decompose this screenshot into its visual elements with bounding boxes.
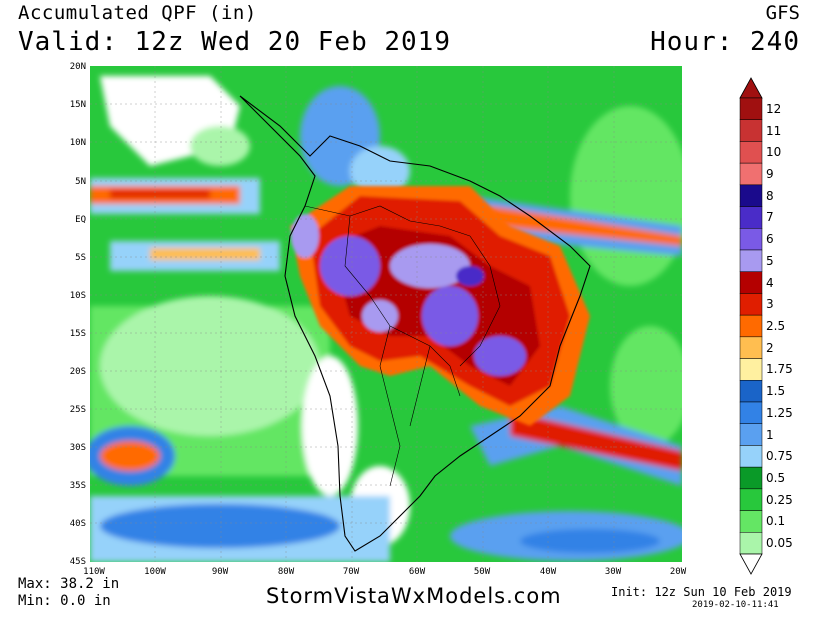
colorbar-level-label: 7 [766,210,774,225]
colorbar-level-label: 0.05 [766,536,793,551]
colorbar-swatch [739,401,763,424]
colorbar-swatch [739,336,763,359]
lon-label-20w: 20W [669,567,687,577]
graticule [90,66,682,562]
colorbar-swatch [739,97,763,120]
colorbar-swatch [739,466,763,490]
colorbar-level-label: 4 [766,275,774,290]
colorbar-level-label: 1.5 [766,384,786,399]
lat-label-15n: 15N [69,100,86,110]
colorbar-arrow-bottom [739,553,763,575]
colorbar-swatch [739,184,763,207]
colorbar-swatch [739,293,763,316]
valid-time: Valid: 12z Wed 20 Feb 2019 [18,27,451,57]
colorbar-swatch [739,314,763,338]
colorbar-level-label: 8 [766,188,774,203]
lat-label-20n: 20N [69,62,86,72]
lat-label-eq: EQ [75,215,86,225]
lon-label-40w: 40W [539,567,557,577]
colorbar-level-label: 10 [766,145,782,160]
colorbar-level-label: 12 [766,101,782,116]
lon-label-100w: 100W [144,567,166,577]
heavy-precip-core [290,186,590,426]
colorbar-arrow-top [739,77,763,99]
lon-label-30w: 30W [604,567,622,577]
colorbar-level-label: 0.25 [766,492,793,507]
colorbar-swatch [739,510,763,533]
colorbar-level-label: 0.75 [766,449,793,464]
colorbar-level-label: 1.75 [766,362,793,377]
product-title: Accumulated QPF (in) [18,2,257,24]
lon-label-90w: 90W [211,567,229,577]
brand-watermark: StormVistaWxModels.com [266,584,562,608]
lat-label-15s: 15S [69,329,86,339]
colorbar-swatch [739,119,763,142]
lat-label-5s: 5S [75,253,86,263]
map-canvas [85,66,690,562]
lon-label-60w: 60W [408,567,426,577]
colorbar-level-label: 1.25 [766,405,793,420]
colorbar-swatch [739,228,763,251]
colorbar-level-label: 6 [766,232,774,247]
model-name: GFS [765,2,800,24]
colorbar-swatch [739,141,763,164]
lat-label-25s: 25S [69,405,86,415]
colorbar-level-label: 11 [766,123,782,138]
lon-label-50w: 50W [473,567,491,577]
colorbar-level-label: 1 [766,427,774,442]
colorbar-svg [739,77,763,575]
colorbar-level-label: 9 [766,167,774,181]
lat-label-40s: 40S [69,519,86,529]
lat-label-30s: 30S [69,443,86,453]
lat-label-5n: 5N [75,177,86,187]
generation-timestamp: 2019-02-10-11:41 [692,600,779,610]
init-time: Init: 12z Sun 10 Feb 2019 [611,585,792,599]
max-value: Max: 38.2 in [18,576,120,592]
precip-map [85,66,690,562]
country-borders [304,205,501,487]
colorbar-swatch [739,488,763,511]
colorbar-level-label: 3 [766,297,774,312]
lon-label-80w: 80W [277,567,295,577]
min-value: Min: 0.0 in [18,593,111,609]
lon-label-110w: 110W [83,567,105,577]
colorbar [738,76,764,576]
colorbar-swatch [739,206,763,229]
colorbar-swatch [739,271,763,294]
colorbar-swatch [739,445,763,468]
lat-label-20s: 20S [69,367,86,377]
colorbar-level-label: 2 [766,340,774,355]
colorbar-level-label: 5 [766,253,774,268]
forecast-hour: Hour: 240 [650,27,800,57]
colorbar-swatch [739,423,763,446]
colorbar-level-label: 0.5 [766,471,786,485]
colorbar-swatch [739,380,763,403]
lat-label-35s: 35S [69,481,86,491]
lon-label-70w: 70W [342,567,360,577]
colorbar-swatch [739,532,763,555]
lat-label-10n: 10N [69,138,86,148]
coastline [239,95,591,552]
lat-label-45s: 45S [69,557,86,567]
colorbar-level-label: 2.5 [766,319,786,333]
colorbar-swatch [739,358,763,381]
colorbar-swatch [739,249,763,272]
colorbar-swatch [739,162,763,186]
colorbar-level-label: 0.1 [766,514,786,529]
lat-label-10s: 10S [69,291,86,301]
